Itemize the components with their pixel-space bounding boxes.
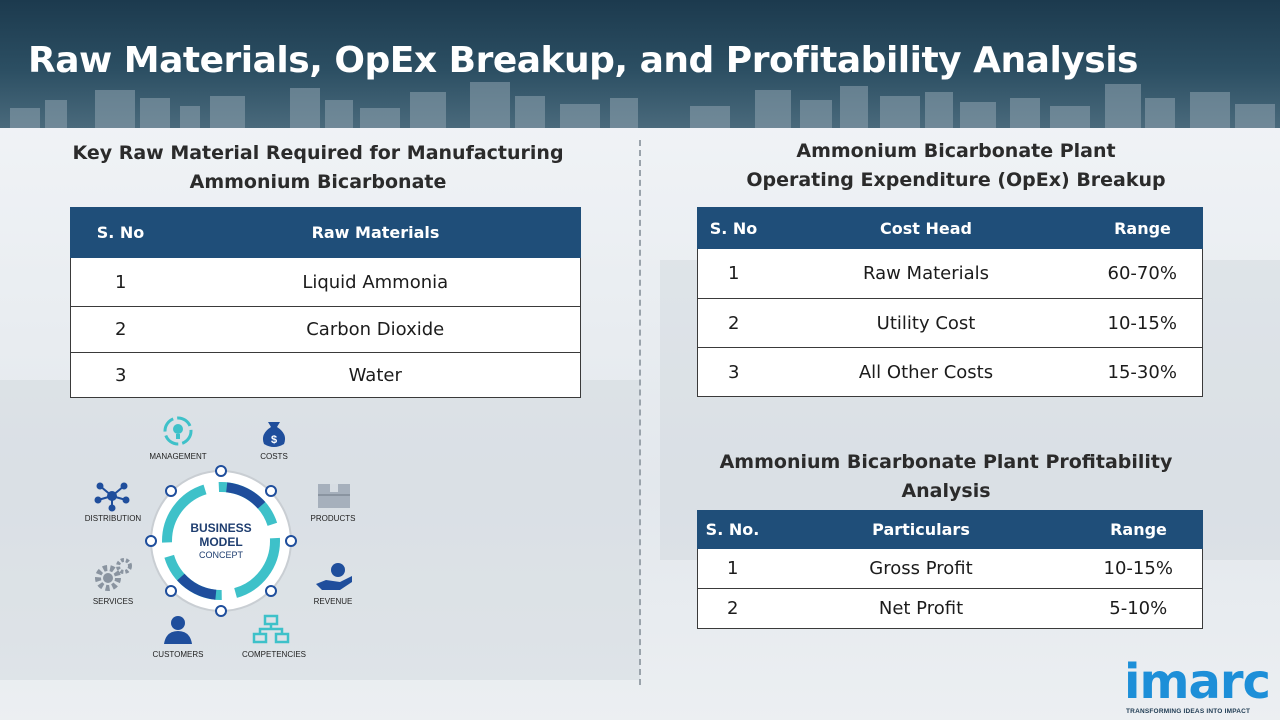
- center-line3: CONCEPT: [199, 550, 244, 560]
- costs-label: COSTS: [260, 452, 288, 461]
- column-header-sno: S. No: [697, 207, 770, 249]
- cell-sno: 1: [70, 257, 171, 307]
- table-header-row: S. No Raw Materials: [70, 207, 581, 258]
- cell-cost-head: All Other Costs: [769, 347, 1083, 397]
- revenue-icon: [316, 563, 352, 590]
- products-label: PRODUCTS: [310, 514, 356, 523]
- table-header-row: S. No. Particulars Range: [697, 510, 1203, 549]
- table-row: 2 Carbon Dioxide: [70, 306, 581, 353]
- table-row: 1 Gross Profit 10-15%: [697, 548, 1203, 589]
- logo-wordmark: imarc: [1124, 654, 1271, 710]
- opex-title-line2: Operating Expenditure (OpEx) Breakup: [746, 169, 1166, 191]
- cell-raw-material: Liquid Ammonia: [170, 257, 581, 307]
- profitability-title-line2: Analysis: [901, 480, 991, 502]
- cell-sno: 2: [697, 588, 768, 629]
- cell-particulars: Net Profit: [767, 588, 1075, 629]
- column-header-sno: S. No.: [697, 510, 768, 549]
- cell-range: 10-15%: [1082, 298, 1203, 348]
- center-line2: MODEL: [199, 535, 242, 549]
- cell-range: 10-15%: [1074, 548, 1203, 589]
- products-icon: [318, 484, 350, 508]
- customers-icon: [164, 616, 192, 644]
- business-model-ring: BUSINESS MODEL CONCEPT: [145, 465, 297, 617]
- table-row: 3 Water: [70, 352, 581, 398]
- costs-icon: $: [262, 422, 286, 447]
- column-header-raw-materials: Raw Materials: [170, 207, 581, 258]
- background-building: [0, 380, 640, 680]
- opex-title-line1: Ammonium Bicarbonate Plant: [796, 140, 1116, 162]
- management-icon: [163, 416, 193, 446]
- table-row: 2 Utility Cost 10-15%: [697, 298, 1203, 348]
- column-header-range: Range: [1074, 510, 1203, 549]
- column-header-sno: S. No: [70, 207, 171, 258]
- profitability-table: S. No. Particulars Range 1 Gross Profit …: [697, 510, 1203, 629]
- cell-sno: 3: [70, 352, 171, 398]
- table-row: 3 All Other Costs 15-30%: [697, 347, 1203, 397]
- raw-materials-title: Key Raw Material Required for Manufactur…: [70, 139, 566, 197]
- cell-range: 5-10%: [1074, 588, 1203, 629]
- cell-raw-material: Water: [170, 352, 581, 398]
- cell-range: 60-70%: [1082, 248, 1203, 299]
- raw-materials-table: S. No Raw Materials 1 Liquid Ammonia 2 C…: [70, 207, 581, 398]
- services-label: SERVICES: [92, 597, 134, 606]
- profitability-title-line1: Ammonium Bicarbonate Plant Profitability: [719, 451, 1173, 473]
- table-row: 1 Raw Materials 60-70%: [697, 248, 1203, 299]
- imarc-logo: imarc TRANSFORMING IDEAS INTO IMPACT: [1122, 652, 1272, 720]
- cell-sno: 1: [697, 548, 768, 589]
- opex-title: Ammonium Bicarbonate Plant Operating Exp…: [700, 137, 1212, 195]
- svg-text:$: $: [271, 434, 277, 446]
- column-header-particulars: Particulars: [767, 510, 1075, 549]
- gear-icon: [95, 558, 132, 591]
- raw-materials-title-line1: Key Raw Material Required for Manufactur…: [72, 142, 564, 164]
- revenue-label: REVENUE: [313, 597, 353, 606]
- table-row: 1 Liquid Ammonia: [70, 257, 581, 307]
- column-header-range: Range: [1082, 207, 1203, 249]
- distribution-icon: [94, 482, 130, 512]
- opex-table: S. No Cost Head Range 1 Raw Materials 60…: [697, 207, 1203, 397]
- cell-particulars: Gross Profit: [767, 548, 1075, 589]
- cell-cost-head: Raw Materials: [769, 248, 1083, 299]
- customers-label: CUSTOMERS: [152, 650, 204, 659]
- raw-materials-title-line2: Ammonium Bicarbonate: [189, 171, 447, 193]
- business-model-diagram: BUSINESS MODEL CONCEPT $ MANAGEMENT CO: [80, 410, 380, 670]
- table-header-row: S. No Cost Head Range: [697, 207, 1203, 249]
- distribution-label: DISTRIBUTION: [84, 514, 142, 523]
- cell-cost-head: Utility Cost: [769, 298, 1083, 348]
- management-label: MANAGEMENT: [149, 452, 207, 461]
- cell-sno: 2: [70, 306, 171, 353]
- logo-tagline: TRANSFORMING IDEAS INTO IMPACT: [1126, 708, 1251, 715]
- header-banner: Raw Materials, OpEx Breakup, and Profita…: [0, 0, 1280, 128]
- skyline-graphic: [10, 82, 1275, 128]
- cell-raw-material: Carbon Dioxide: [170, 306, 581, 353]
- cell-sno: 1: [697, 248, 770, 299]
- page-title: Raw Materials, OpEx Breakup, and Profita…: [28, 40, 1138, 81]
- cell-sno: 3: [697, 347, 770, 397]
- center-line1: BUSINESS: [190, 521, 251, 535]
- competencies-icon: [252, 614, 290, 644]
- table-row: 2 Net Profit 5-10%: [697, 588, 1203, 629]
- column-divider: [639, 140, 641, 685]
- competencies-label: COMPETENCIES: [241, 650, 306, 659]
- column-header-cost-head: Cost Head: [769, 207, 1083, 249]
- cell-sno: 2: [697, 298, 770, 348]
- profitability-title: Ammonium Bicarbonate Plant Profitability…: [700, 448, 1192, 506]
- cell-range: 15-30%: [1082, 347, 1203, 397]
